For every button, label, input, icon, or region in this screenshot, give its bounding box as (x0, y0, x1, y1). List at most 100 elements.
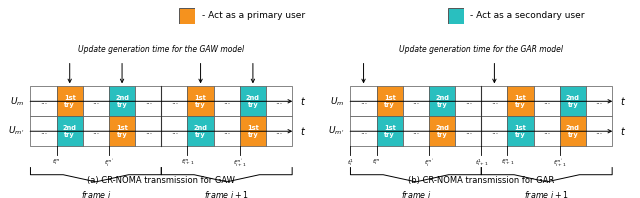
Text: 1st
try: 1st try (384, 95, 396, 108)
Text: 1st
try: 1st try (515, 95, 527, 108)
Bar (240, 116, 266, 146)
Text: frame $i+1$: frame $i+1$ (204, 189, 249, 198)
Text: $t$: $t$ (300, 125, 306, 137)
Bar (560, 116, 586, 146)
Bar (429, 116, 455, 146)
Bar (214, 116, 240, 146)
Text: 2nd
try: 2nd try (246, 95, 260, 108)
Text: ...: ... (491, 127, 498, 136)
Text: ...: ... (465, 127, 472, 136)
Bar (161, 116, 188, 146)
Text: 2nd
try: 2nd try (63, 125, 77, 138)
Bar (351, 86, 376, 116)
Text: $U_{m'}$: $U_{m'}$ (8, 125, 24, 137)
Bar (481, 86, 508, 116)
Bar (508, 116, 534, 146)
Bar (56, 86, 83, 116)
Text: ...: ... (360, 127, 367, 136)
Text: Update generation time for the GAR model: Update generation time for the GAR model (399, 45, 563, 53)
Bar (586, 116, 612, 146)
Bar (534, 86, 560, 116)
Bar (56, 116, 83, 146)
Bar (560, 86, 586, 116)
Text: 1st
try: 1st try (384, 125, 396, 138)
Text: $U_{m'}$: $U_{m'}$ (328, 125, 344, 137)
Text: ...: ... (360, 97, 367, 106)
Text: ...: ... (223, 97, 230, 106)
Text: ...: ... (40, 97, 47, 106)
Text: ...: ... (412, 127, 419, 136)
Text: 2nd
try: 2nd try (566, 125, 580, 138)
Text: ...: ... (412, 97, 419, 106)
Text: $t_i^m$: $t_i^m$ (52, 158, 61, 167)
Bar (351, 116, 376, 146)
Text: ...: ... (171, 97, 178, 106)
Bar (83, 86, 109, 116)
Text: ...: ... (223, 127, 230, 136)
Bar (266, 86, 292, 116)
Text: 1st
try: 1st try (515, 125, 527, 138)
Text: ...: ... (465, 97, 472, 106)
Text: ...: ... (145, 97, 152, 106)
Bar (534, 116, 560, 146)
Bar (214, 86, 240, 116)
Bar (481, 116, 508, 146)
Bar (109, 116, 135, 146)
Text: frame $i$: frame $i$ (401, 189, 431, 198)
Text: $t_i^1$: $t_i^1$ (347, 158, 354, 168)
Text: ...: ... (171, 127, 178, 136)
Text: ...: ... (40, 127, 47, 136)
Bar (161, 86, 188, 116)
Text: (a) CR-NOMA transmission for GAW: (a) CR-NOMA transmission for GAW (88, 176, 236, 185)
Text: $t$: $t$ (620, 125, 626, 137)
Text: ...: ... (543, 97, 550, 106)
Text: $t$: $t$ (620, 95, 626, 107)
Bar (586, 86, 612, 116)
Text: $t_{i+1}^m$: $t_{i+1}^m$ (500, 158, 514, 167)
Text: frame $i$: frame $i$ (81, 189, 111, 198)
Bar (403, 116, 429, 146)
Bar (455, 116, 481, 146)
Bar (31, 86, 56, 116)
Bar (429, 86, 455, 116)
Text: ...: ... (275, 127, 283, 136)
Text: $t_i^{m'}$: $t_i^{m'}$ (424, 158, 434, 169)
Text: 2nd
try: 2nd try (115, 95, 129, 108)
Text: ...: ... (275, 97, 283, 106)
Text: ...: ... (92, 127, 99, 136)
Bar (376, 116, 403, 146)
Bar (376, 86, 403, 116)
Text: 2nd
try: 2nd try (194, 125, 207, 138)
Text: 1st
try: 1st try (64, 95, 76, 108)
Bar (135, 116, 161, 146)
Text: $t_{i+1}^1$: $t_{i+1}^1$ (475, 158, 488, 168)
Bar (135, 86, 161, 116)
Text: ...: ... (595, 97, 603, 106)
Text: $t$: $t$ (300, 95, 306, 107)
Text: ...: ... (491, 97, 498, 106)
Text: - Act as a primary user: - Act as a primary user (202, 11, 305, 20)
Bar (31, 116, 56, 146)
Bar (455, 86, 481, 116)
Text: ...: ... (543, 127, 550, 136)
Text: 2nd
try: 2nd try (435, 95, 449, 108)
Text: 1st
try: 1st try (247, 125, 259, 138)
Text: frame $i+1$: frame $i+1$ (524, 189, 569, 198)
Text: Update generation time for the GAW model: Update generation time for the GAW model (78, 45, 244, 53)
Text: ...: ... (92, 97, 99, 106)
Text: ...: ... (145, 127, 152, 136)
Text: $t_{i+1}^m$: $t_{i+1}^m$ (180, 158, 194, 167)
Text: - Act as a secondary user: - Act as a secondary user (470, 11, 585, 20)
Bar (266, 116, 292, 146)
Text: $t_i^{m'}$: $t_i^{m'}$ (104, 158, 114, 169)
Text: 1st
try: 1st try (195, 95, 207, 108)
Text: (b) CR-NOMA transmission for GAR: (b) CR-NOMA transmission for GAR (408, 176, 554, 185)
Bar (188, 86, 214, 116)
Text: 1st
try: 1st try (116, 125, 128, 138)
Text: $t_{i+1}^{m'}$: $t_{i+1}^{m'}$ (233, 158, 246, 169)
Text: $U_m$: $U_m$ (330, 95, 344, 108)
Text: $t_{i+1}^{m'}$: $t_{i+1}^{m'}$ (553, 158, 566, 169)
Bar (508, 86, 534, 116)
Bar (109, 86, 135, 116)
Text: ...: ... (595, 127, 603, 136)
